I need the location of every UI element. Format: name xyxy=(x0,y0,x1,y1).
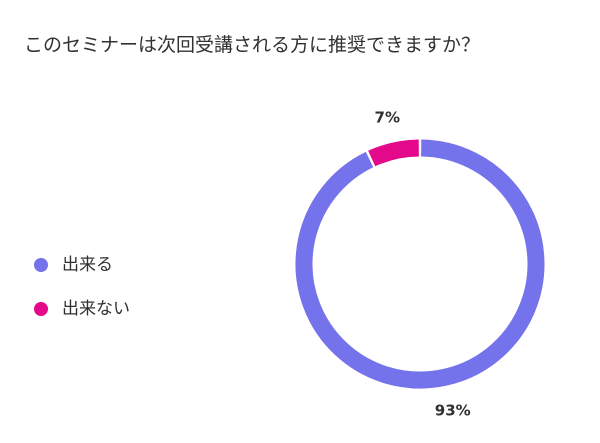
legend-dot-no-icon xyxy=(34,302,48,316)
legend-label-no: 出来ない xyxy=(62,299,130,319)
slice-label-no: 7% xyxy=(375,109,400,127)
question-title: このセミナーは次回受講される方に推奨できますか？ xyxy=(24,34,481,56)
legend-item-yes[interactable]: 出来る xyxy=(34,253,130,277)
donut-slice-no[interactable] xyxy=(368,139,420,167)
slice-label-yes: 93% xyxy=(435,401,471,419)
legend-label-yes: 出来る xyxy=(62,255,113,275)
donut-slice-yes[interactable] xyxy=(295,139,545,389)
chart-legend: 出来る 出来ない xyxy=(34,253,130,341)
legend-item-no[interactable]: 出来ない xyxy=(34,297,130,321)
legend-dot-yes-icon xyxy=(34,258,48,272)
